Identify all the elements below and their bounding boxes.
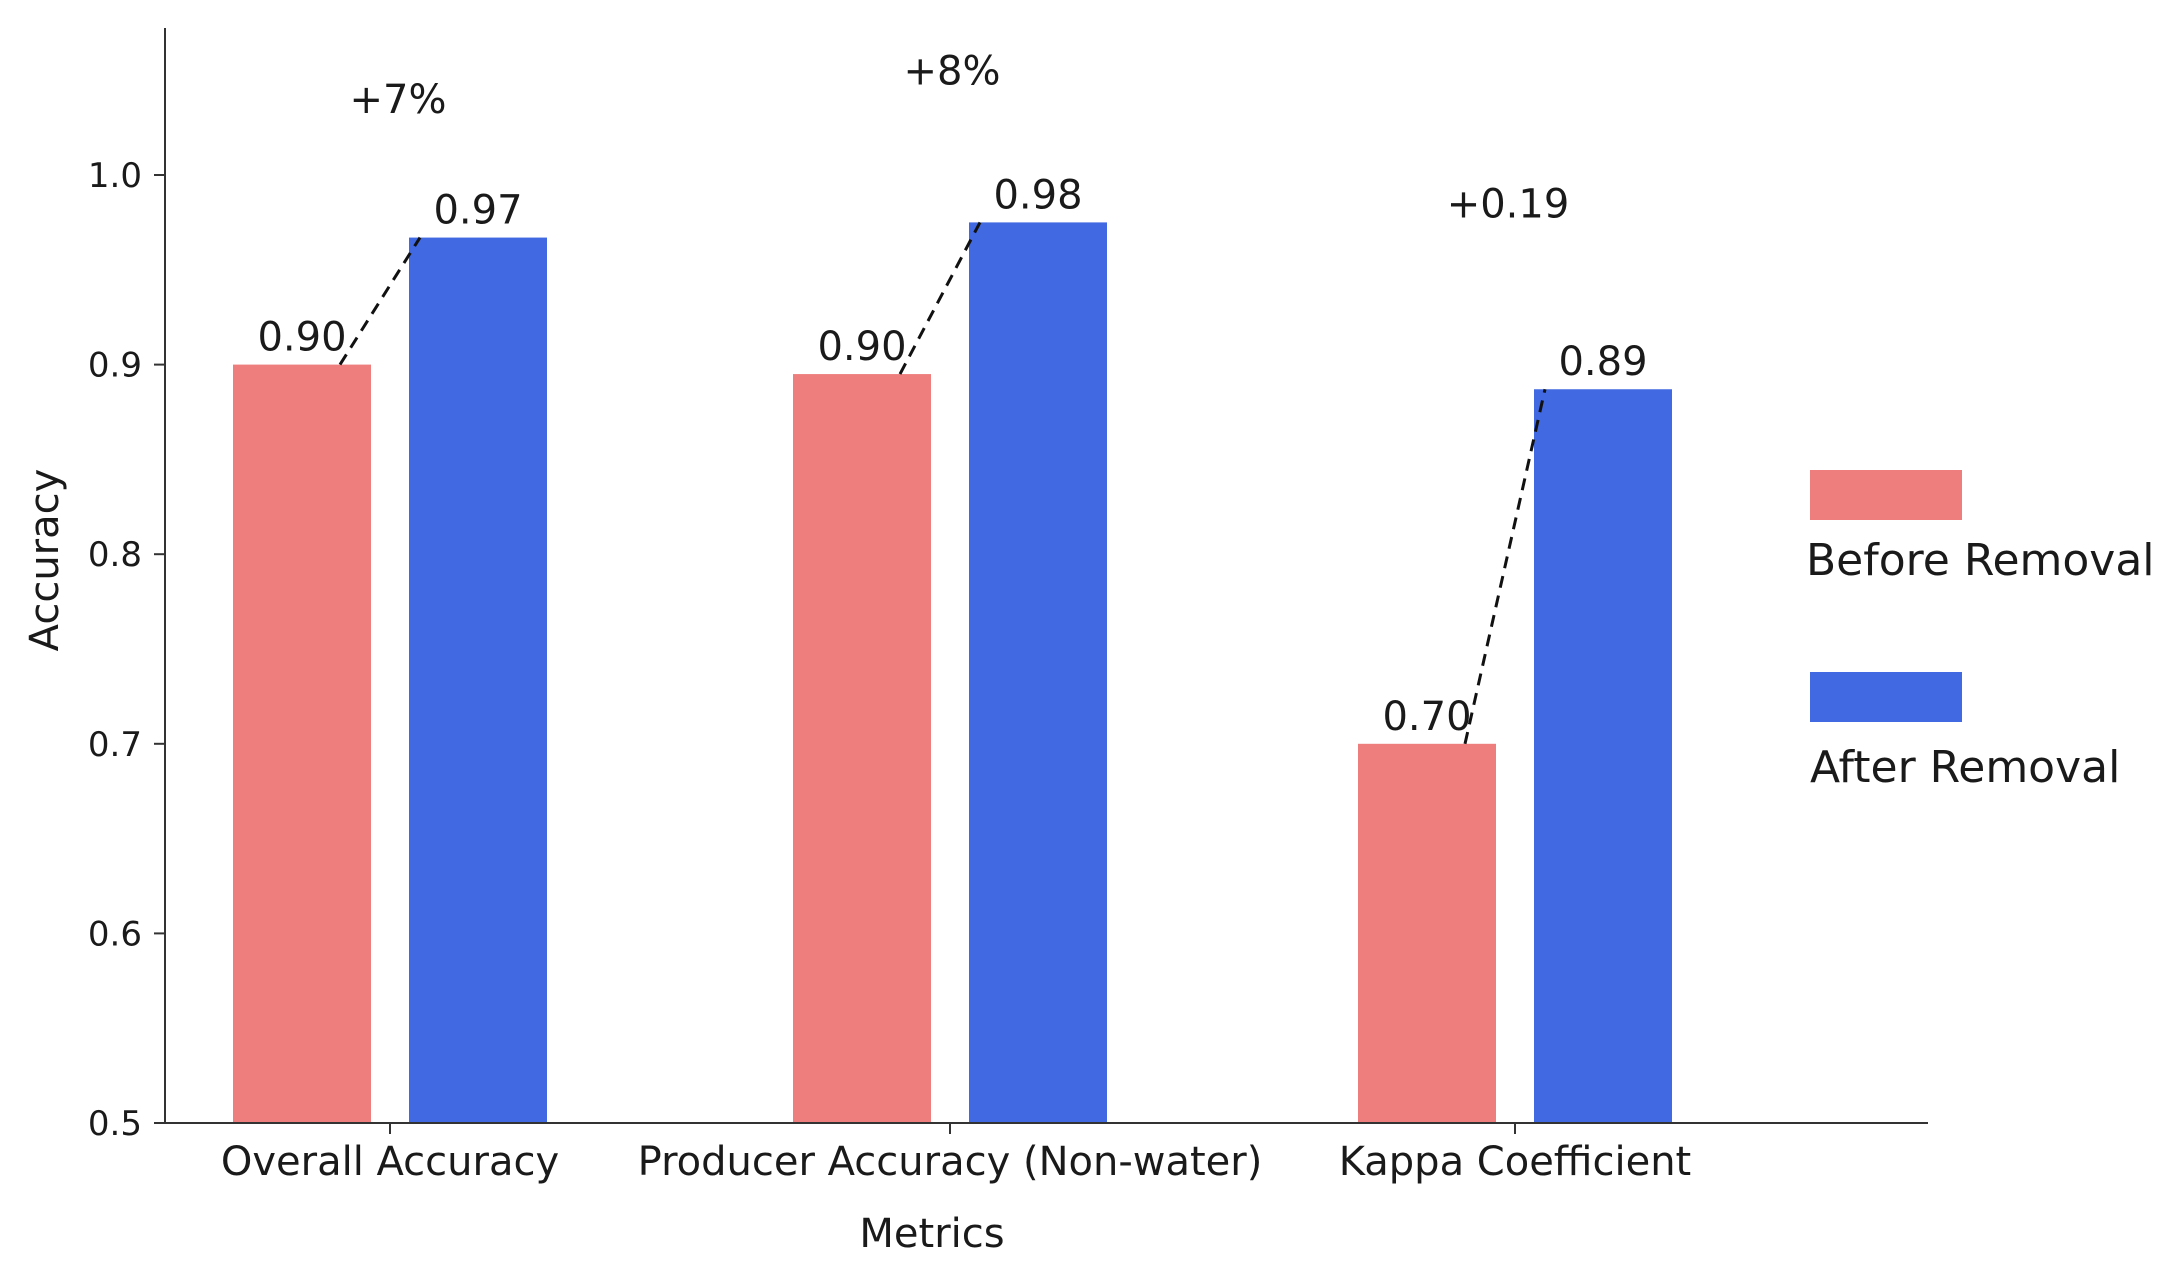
- y-tick-label: 0.9: [88, 346, 142, 386]
- y-axis-title: Accuracy: [22, 469, 68, 652]
- legend-swatch: [1810, 470, 1962, 520]
- y-tick-label: 0.7: [88, 725, 142, 765]
- delta-annotation: +0.19: [1447, 181, 1570, 227]
- x-tick-label: Kappa Coefficient: [1339, 1139, 1691, 1185]
- y-ticks-layer: 0.5 0.6 0.7 0.8 0.9 1.0: [88, 156, 165, 1144]
- connector-line: [338, 236, 422, 366]
- data-labels-layer: 0.90 0.90 0.70 0.97 0.98 0.89: [257, 172, 1647, 739]
- connector-line: [1463, 388, 1547, 745]
- bar-value-label: 0.89: [1558, 339, 1647, 385]
- bars-layer: [233, 222, 1672, 1124]
- bar-value-label: 0.98: [993, 172, 1082, 218]
- bar-before: [1358, 743, 1496, 1123]
- x-tick-label: Overall Accuracy: [221, 1139, 559, 1185]
- x-tick-label: Producer Accuracy (Non-water): [638, 1139, 1263, 1185]
- y-tick-label: 1.0: [88, 156, 142, 196]
- bar-after: [969, 222, 1107, 1123]
- legend-label: Before Removal: [1806, 535, 2155, 586]
- axes-layer: [164, 28, 1928, 1124]
- bar-before: [233, 364, 371, 1124]
- delta-annotations-layer: +7% +8% +0.19: [350, 49, 1570, 228]
- bar-value-label: 0.97: [433, 188, 522, 234]
- x-ticks-layer: Overall Accuracy Producer Accuracy (Non-w…: [221, 1123, 1691, 1185]
- legend-label: After Removal: [1810, 742, 2120, 793]
- x-axis-title: Metrics: [859, 1211, 1004, 1257]
- connector-line: [898, 221, 982, 375]
- bar-value-label: 0.90: [257, 315, 346, 361]
- delta-annotation: +7%: [350, 77, 447, 123]
- bar-value-label: 0.70: [1382, 694, 1471, 740]
- bar-value-label: 0.90: [817, 324, 906, 370]
- bar-before: [793, 374, 931, 1124]
- y-tick-label: 0.8: [88, 535, 142, 575]
- bar-after: [1534, 389, 1672, 1123]
- connector-lines-layer: [338, 221, 1547, 745]
- legend-swatch: [1810, 672, 1962, 722]
- y-tick-label: 0.5: [88, 1104, 142, 1144]
- y-tick-label: 0.6: [88, 914, 142, 954]
- bar-after: [409, 237, 547, 1123]
- delta-annotation: +8%: [904, 49, 1001, 95]
- legend: Before Removal After Removal: [1806, 470, 2155, 793]
